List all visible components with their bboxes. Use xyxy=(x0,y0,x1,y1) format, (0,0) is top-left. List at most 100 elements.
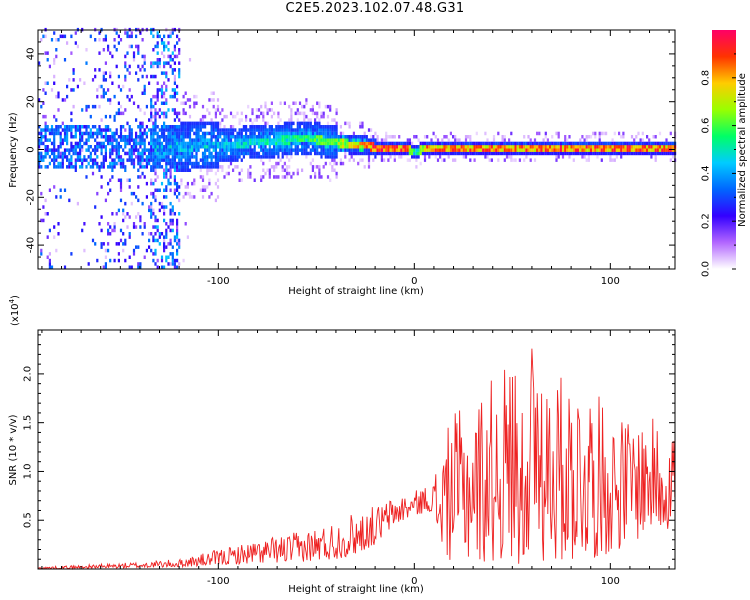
spectrogram-cell xyxy=(195,158,198,162)
spectrogram-cell xyxy=(169,145,172,149)
spectrogram-cell xyxy=(643,148,646,152)
spectrogram-cell xyxy=(163,245,166,249)
spectrogram-cell xyxy=(283,168,286,172)
spectrogram-cell xyxy=(55,125,58,129)
spectrogram-cell xyxy=(611,145,614,149)
spectrogram-cell xyxy=(119,128,123,132)
spectrogram-cell xyxy=(667,151,670,156)
spectrogram-cell xyxy=(113,114,116,119)
spectrogram-cell xyxy=(262,138,265,142)
spectrogram-cell xyxy=(150,165,153,169)
spectrogram-cell xyxy=(176,228,179,233)
spectrogram-cell xyxy=(160,158,164,162)
spectrogram-cell xyxy=(253,138,256,142)
spectrogram-cell xyxy=(176,114,179,119)
spectrogram-cell xyxy=(262,141,265,146)
spectrogram-cell xyxy=(585,141,588,146)
spectrogram-cell xyxy=(111,175,114,179)
spectrogram-cell xyxy=(298,131,302,136)
spectrogram-cell xyxy=(135,195,138,199)
spectrogram-cell xyxy=(223,135,226,139)
spectrogram-cell xyxy=(74,125,77,129)
spectrogram-cell xyxy=(553,145,556,149)
spectrogram-cell xyxy=(53,165,56,169)
spectrogram-cell xyxy=(262,168,265,172)
spectrogram-cell xyxy=(195,101,198,105)
spectrogram-cell xyxy=(158,148,161,152)
spectrogram-cell xyxy=(288,104,291,109)
spectrogram-cell xyxy=(74,141,77,146)
spectrogram-cell xyxy=(436,141,440,146)
spectrogram-cell xyxy=(186,185,189,189)
spectrogram-cell xyxy=(266,155,269,159)
spectrogram-cell xyxy=(257,128,261,132)
spectrogram-cell xyxy=(471,151,474,156)
spectrogram-cell xyxy=(503,151,506,156)
spectrogram-cell xyxy=(447,148,450,152)
spectrogram-cell xyxy=(223,145,226,149)
spectrogram-cell xyxy=(357,151,360,156)
spectrogram-cell xyxy=(178,242,181,246)
spectrogram-cell xyxy=(96,155,99,159)
spectrogram-cell xyxy=(199,121,202,126)
spectrogram-cell xyxy=(111,228,114,233)
spectrogram-cell xyxy=(115,131,118,136)
spectrogram-cell xyxy=(158,114,161,119)
spectrogram-cell xyxy=(488,158,491,162)
spectrogram-cell xyxy=(406,151,409,156)
spectrogram-cell xyxy=(199,188,202,192)
spectrogram-cell xyxy=(290,135,293,139)
spectrogram-cell xyxy=(587,158,590,162)
colorbar: 0.00.20.40.60.8 Normalized spectral ampl… xyxy=(701,30,748,277)
spectrogram-cell xyxy=(107,128,110,132)
spectrogram-cell xyxy=(253,135,256,139)
spectrogram-cell xyxy=(635,151,638,156)
spectrogram-cell xyxy=(357,135,360,139)
colorbar-tick-label: 0.4 xyxy=(701,165,712,181)
spectrogram-cell xyxy=(199,145,202,149)
spectrogram-cell xyxy=(255,135,258,139)
spectrogram-cell xyxy=(225,135,228,139)
spectrogram-cell xyxy=(150,155,153,159)
spectrogram-cell xyxy=(626,148,629,152)
spectrogram-cell xyxy=(288,135,291,139)
spectrogram-cell xyxy=(268,125,271,129)
spectrogram-cell xyxy=(208,145,211,149)
spectrogram-cell xyxy=(298,101,302,105)
spectrogram-cell xyxy=(70,145,73,149)
spectrogram-cell xyxy=(359,148,362,152)
spectrogram-cell xyxy=(197,131,200,136)
spectrogram-cell xyxy=(445,151,448,156)
spectrogram-cell xyxy=(665,145,668,149)
spectrogram-cell xyxy=(169,201,172,206)
spectrogram-cell xyxy=(76,128,79,132)
spectrogram-cell xyxy=(281,145,284,149)
spectrogram-cell xyxy=(167,158,170,162)
spectrogram-cell xyxy=(81,108,84,112)
spectrogram-cell xyxy=(594,135,597,139)
spectrogram-cell xyxy=(214,128,217,132)
spectrogram-cell xyxy=(309,121,312,126)
spectrogram-cell xyxy=(305,114,308,119)
spectrogram-cell xyxy=(260,141,263,146)
spectrogram-cell xyxy=(158,64,161,69)
spectrogram-cell xyxy=(529,138,532,142)
spectrogram-cell xyxy=(137,151,140,156)
spectrogram-cell xyxy=(66,84,69,89)
spectrogram-cell xyxy=(59,145,62,149)
spectrogram-cell xyxy=(91,238,95,243)
spectrogram-cell xyxy=(639,151,642,156)
spectrogram-cell xyxy=(221,168,224,172)
spectrogram-cell xyxy=(186,191,189,196)
spectrogram-cell xyxy=(126,158,129,162)
spectrogram-cell xyxy=(324,128,327,132)
spectrogram-cell xyxy=(184,135,187,139)
spectrogram-cell xyxy=(305,125,308,129)
spectrogram-cell xyxy=(117,155,120,159)
spectrogram-cell xyxy=(283,161,286,166)
spectrogram-cell xyxy=(145,135,148,139)
spectrogram-cell xyxy=(130,34,133,39)
spectrogram-cell xyxy=(59,195,62,199)
spectrogram-cell xyxy=(669,158,672,162)
spectrogram-cell xyxy=(171,222,174,226)
